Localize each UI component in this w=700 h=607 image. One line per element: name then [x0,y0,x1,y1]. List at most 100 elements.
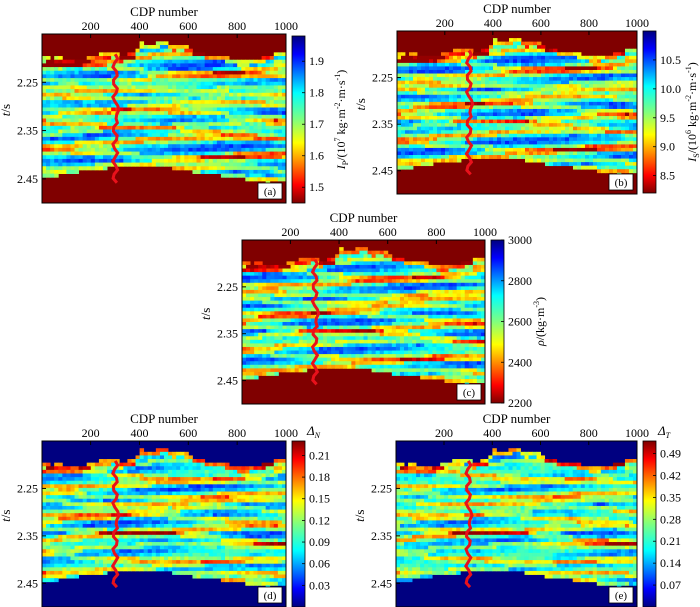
heatmap-cell [461,84,466,89]
heatmap-cell [249,92,254,97]
heatmap-cell [78,125,84,130]
heatmap-cell [151,133,157,138]
heatmap-cell [269,155,275,160]
heatmap-cell [225,144,230,149]
heatmap-cell [241,59,246,64]
heatmap-cell [107,52,112,57]
heatmap-cell [473,140,478,145]
heatmap-cell [212,129,218,134]
heatmap-cell [351,282,356,287]
heatmap-cell [250,307,255,312]
heatmap-cell [306,343,312,348]
heatmap-cell [629,158,634,163]
heatmap-cell [593,147,598,152]
heatmap-cell [151,56,157,61]
heatmap-cell [212,114,218,119]
heatmap-cell [273,147,279,152]
heatmap-cell [249,70,254,75]
heatmap-cell [589,101,594,106]
heatmap-cell [347,293,352,298]
heatmap-cell [192,133,197,138]
heatmap-cell [119,89,124,94]
heatmap-cell [273,136,279,141]
heatmap-cell [282,354,287,359]
heatmap-cell [254,343,259,348]
heatmap-cell [159,74,165,79]
heatmap-cell [241,162,246,167]
colorbar-tick-label: 10.5 [660,53,681,67]
heatmap-cell [581,137,586,142]
heatmap-cell [261,100,267,105]
heatmap-cell [417,66,422,71]
heatmap-cell [119,96,124,101]
heatmap-cell [339,364,344,369]
heatmap-cell [262,329,267,334]
heatmap-cell [302,350,308,355]
heatmap-cell [78,89,84,94]
heatmap-cell [184,45,189,50]
heatmap-cell [617,165,622,170]
heatmap-cell [593,119,598,124]
colorbar-tick-label: 10.0 [660,82,681,96]
heatmap-cell [609,155,614,159]
heatmap-cell [449,119,454,124]
heatmap-cell [409,66,414,71]
heatmap-cell [257,166,262,171]
heatmap-cell [151,74,157,79]
heatmap-cell [127,52,132,57]
heatmap-cell [605,155,610,159]
heatmap-cell [625,123,630,128]
heatmap-cell [135,85,140,90]
heatmap-cell [220,96,226,101]
heatmap-cell [242,286,247,291]
heatmap-cell [327,272,332,277]
heatmap-cell [437,123,442,128]
heatmap-cell [200,114,206,119]
heatmap-cell [306,361,312,366]
heatmap-cell [449,87,454,92]
heatmap-cell [343,279,348,284]
heatmap-cell [103,144,108,149]
heatmap-cell [254,268,259,273]
heatmap-cell [601,80,606,85]
heatmap-cell [123,144,128,149]
heatmap-cell [617,80,622,85]
heatmap-cell [509,108,514,113]
heatmap-cell [94,81,100,86]
heatmap-cell [573,165,578,170]
heatmap-cell [180,122,185,127]
heatmap-cell [135,67,140,72]
heatmap-cell [208,59,214,64]
heatmap-cell [549,59,554,64]
heatmap-cell [155,96,161,101]
heatmap-cell [601,123,606,128]
heatmap-cell [245,85,250,90]
heatmap-cell [103,103,108,108]
heatmap-cell [241,118,246,123]
heatmap-cell [545,137,550,142]
heatmap-cell [98,63,104,68]
heatmap-cell [469,94,474,99]
heatmap-cell [103,74,108,79]
heatmap-cell [453,147,458,152]
heatmap-cell [605,94,610,99]
heatmap-cell [258,264,263,269]
heatmap-cell [282,293,287,298]
heatmap-cell [601,91,606,96]
heatmap-cell [577,140,582,145]
heatmap-cell [266,272,271,277]
heatmap-cell [367,322,372,326]
colorbar [642,30,657,194]
heatmap-cell [180,63,185,68]
heatmap-cell [151,100,157,105]
heatmap-cell [613,165,618,170]
heatmap-cell [367,329,372,334]
heatmap-cell [533,66,538,71]
heatmap-cell [397,162,402,167]
heatmap-cell [351,300,356,305]
heatmap-cell [405,98,410,103]
heatmap-cell [613,155,618,159]
heatmap-cell [617,158,622,163]
heatmap-cell [277,136,283,141]
heatmap-cell [537,66,542,71]
